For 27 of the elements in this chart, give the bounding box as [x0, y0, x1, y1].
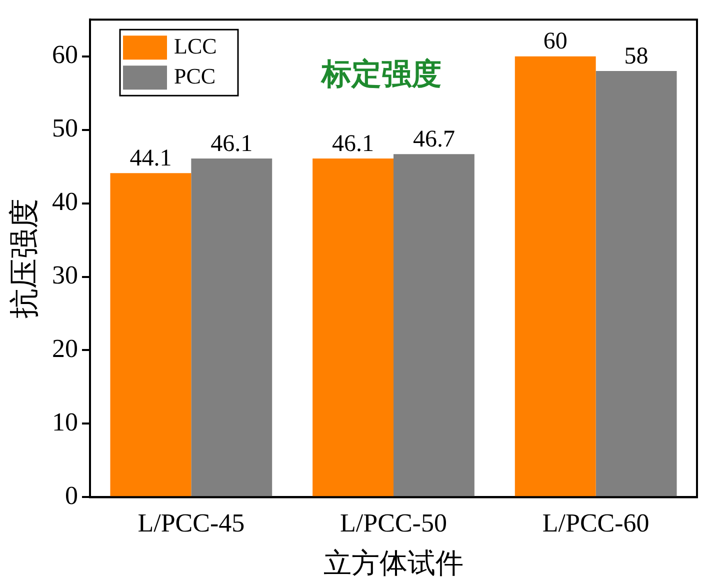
- legend-label: LCC: [174, 33, 217, 58]
- y-tick-label: 60: [52, 40, 78, 70]
- data-label: 46.1: [210, 130, 253, 157]
- y-tick-label: 40: [52, 187, 78, 216]
- x-axis-title: 立方体试件: [324, 548, 464, 580]
- data-label: 44.1: [130, 145, 172, 172]
- bar: [514, 56, 596, 496]
- data-label: 46.7: [412, 126, 455, 152]
- text: 标定强度: [320, 56, 442, 91]
- data-label: 46.1: [332, 130, 374, 157]
- data-label: 58: [624, 43, 648, 70]
- bar: [191, 158, 272, 496]
- bar: [394, 154, 474, 496]
- y-tick-label: 0: [65, 481, 78, 510]
- x-tick-label: L/PCC-45: [138, 508, 245, 538]
- x-tick-label: L/PCC-50: [340, 508, 447, 538]
- bar: [596, 71, 677, 496]
- y-axis-title: 抗压强度: [8, 198, 41, 318]
- bar: [312, 158, 394, 496]
- bar: [110, 173, 192, 496]
- y-tick-label: 30: [52, 260, 78, 290]
- data-label: 60: [543, 28, 568, 55]
- legend-label: PCC: [174, 63, 216, 88]
- y-tick-label: 20: [52, 334, 78, 364]
- y-tick-label: 10: [52, 408, 78, 437]
- x-tick-label: L/PCC-60: [542, 508, 650, 538]
- y-tick-label: 50: [52, 114, 78, 143]
